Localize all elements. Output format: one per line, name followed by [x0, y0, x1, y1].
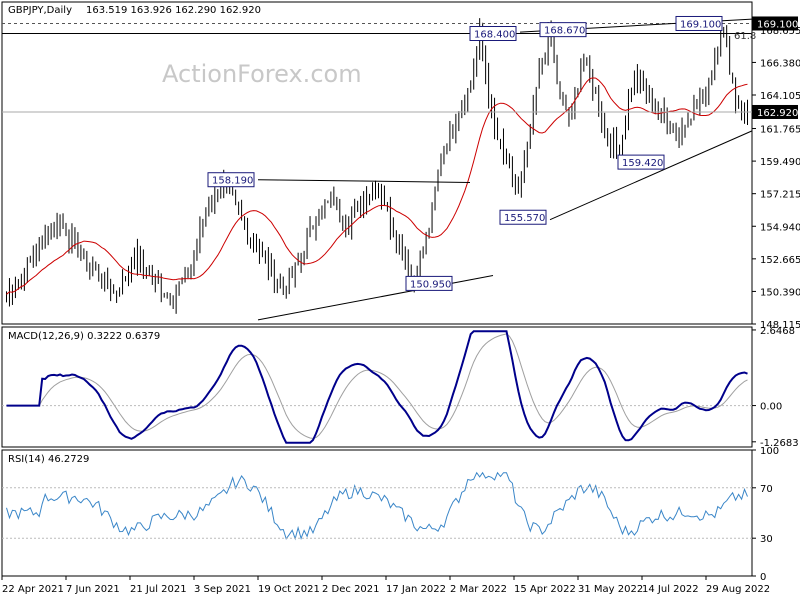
annotation-label: 159.420	[622, 158, 663, 169]
x-tick-label: 19 Oct 2021	[258, 584, 320, 595]
x-tick-label: 22 Apr 2021	[2, 584, 64, 595]
y-tick-label: 168.655	[760, 26, 800, 37]
annotation-label: 150.950	[410, 279, 451, 290]
y-tick-label: 166.380	[760, 58, 800, 69]
annotation-label: 158.190	[212, 176, 253, 187]
x-tick-label: 7 Jun 2021	[66, 584, 120, 595]
annotation-box	[539, 22, 587, 38]
rsi-line	[6, 471, 748, 541]
x-tick-label: 17 Jan 2022	[386, 584, 446, 595]
rsi-y-tick-label: 100	[760, 446, 779, 457]
y-tick-label: 164.105	[760, 91, 800, 102]
annotation-box	[617, 154, 665, 170]
x-tick-label: 31 May 2022	[578, 584, 643, 595]
y-tick-label: 157.215	[760, 190, 800, 201]
annotation-label: 168.670	[544, 26, 585, 37]
x-tick-label: 29 Aug 2022	[706, 584, 770, 595]
y-tick-label: 154.940	[760, 222, 800, 233]
price-candles	[5, 18, 749, 314]
moving-average-line	[6, 77, 748, 295]
macd-signal-line	[6, 333, 748, 439]
macd-panel	[1, 326, 753, 448]
x-tick-label: 2 Mar 2022	[450, 584, 507, 595]
trendline-rising	[549, 130, 753, 221]
annotation-label: 155.570	[504, 213, 545, 224]
price-badge-label: 169.100	[757, 19, 798, 30]
annotation-label: 168.400	[474, 30, 515, 41]
annotation-box	[469, 26, 517, 42]
fib-label: 61.8	[734, 31, 756, 42]
annotation-box	[405, 275, 453, 291]
ohlc-readout: 163.519 163.926 162.290 162.920	[86, 5, 261, 16]
watermark: ActionForex.com	[162, 60, 362, 88]
macd-y-tick-label: 0.00	[760, 402, 782, 413]
x-tick-label: 15 Apr 2022	[514, 584, 576, 595]
annotation-box	[675, 15, 723, 31]
price-panel	[1, 1, 753, 325]
x-tick-label: 14 Jul 2022	[642, 584, 699, 595]
annotation-box	[207, 172, 255, 188]
trendline-158	[257, 179, 471, 183]
x-tick-label: 2 Dec 2021	[322, 584, 380, 595]
trendline-lower	[257, 275, 494, 321]
rsi-y-tick-label: 30	[760, 534, 773, 545]
macd-y-tick-label: 2.6468	[760, 326, 795, 337]
annotation-label: 169.100	[680, 19, 721, 30]
y-tick-label: 152.665	[760, 255, 800, 266]
x-tick-label: 21 Jul 2021	[130, 584, 187, 595]
x-tick-label: 3 Sep 2021	[194, 584, 251, 595]
top-price-badge	[752, 16, 798, 31]
rsi-y-tick-label: 70	[760, 484, 773, 495]
rsi-y-tick-label: 0	[760, 572, 766, 583]
macd-line	[6, 330, 748, 444]
rsi-panel	[1, 449, 753, 577]
y-tick-label: 150.390	[760, 287, 800, 298]
annotation-box	[499, 209, 547, 225]
current-price-badge	[752, 104, 798, 119]
macd-y-tick-label: -1.2683	[760, 438, 799, 449]
price-badge-label: 162.920	[757, 108, 798, 119]
chart-title: GBPJPY,Daily	[8, 5, 72, 16]
y-tick-label: 148.115	[760, 320, 800, 331]
y-tick-label: 161.765	[760, 125, 800, 136]
rsi-title: RSI(14) 46.2729	[8, 454, 89, 465]
y-tick-label: 159.490	[760, 157, 800, 168]
macd-title: MACD(12,26,9) 0.3222 0.6379	[8, 331, 160, 342]
